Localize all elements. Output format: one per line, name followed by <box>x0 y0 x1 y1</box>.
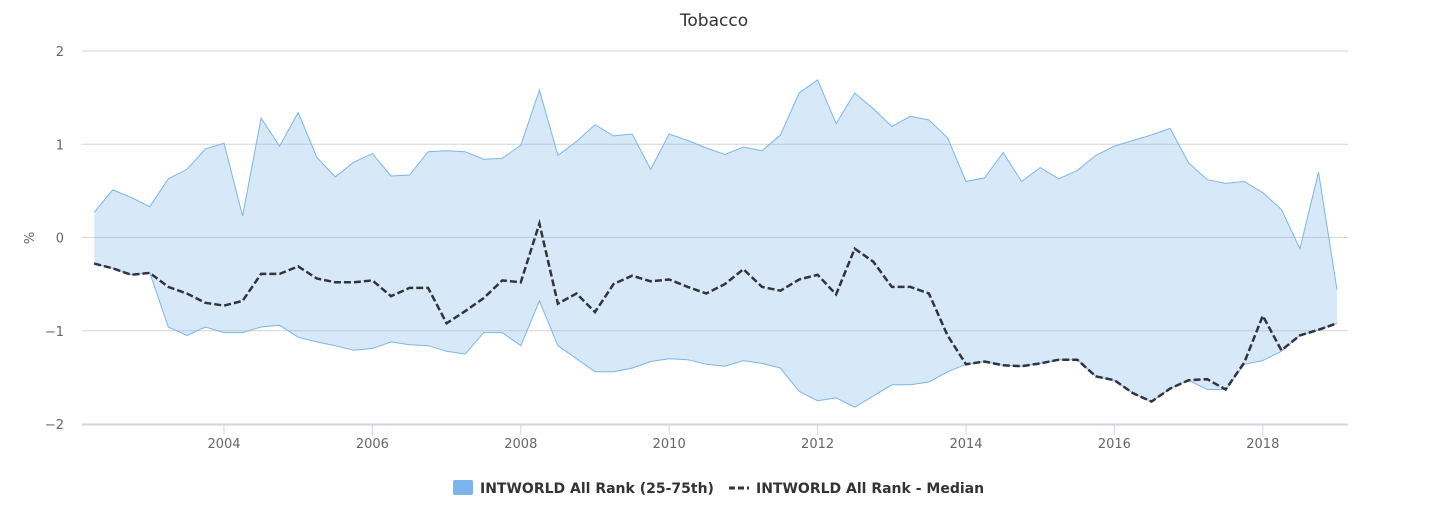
y-axis: 2 1 0 −1 −2 <box>45 45 64 433</box>
x-tick-label: 2016 <box>1098 437 1131 452</box>
x-tick-label: 2012 <box>801 437 834 452</box>
median-line <box>93 218 1338 404</box>
x-tick-label: 2006 <box>356 437 389 452</box>
x-tick-label: 2018 <box>1246 437 1279 452</box>
legend-band-swatch[interactable] <box>453 480 473 495</box>
y-tick-label: −1 <box>45 325 64 340</box>
legend-median-label[interactable]: INTWORLD All Rank - Median <box>756 481 984 497</box>
y-tick-label: 2 <box>56 45 64 60</box>
range-band-area <box>94 79 1338 408</box>
plot-area <box>93 79 1338 408</box>
y-axis-label: % <box>23 232 38 244</box>
grid-lines <box>82 50 1348 425</box>
y-tick-label: 1 <box>56 138 64 153</box>
legend-band-label[interactable]: INTWORLD All Rank (25-75th) <box>480 481 714 497</box>
range-band-upper-line <box>93 79 1338 290</box>
x-tick-label: 2004 <box>207 437 240 452</box>
x-axis: 2004 2006 2008 2010 2012 2014 2016 2018 <box>82 424 1348 452</box>
legend[interactable]: INTWORLD All Rank (25-75th) INTWORLD All… <box>453 480 984 497</box>
y-tick-label: −2 <box>45 418 64 433</box>
range-band-lower-line <box>94 263 1338 408</box>
x-tick-label: 2008 <box>504 437 537 452</box>
x-tick-label: 2010 <box>653 437 686 452</box>
chart-title: Tobacco <box>679 11 748 31</box>
x-tick-label: 2014 <box>949 437 982 452</box>
y-tick-label: 0 <box>56 232 64 247</box>
